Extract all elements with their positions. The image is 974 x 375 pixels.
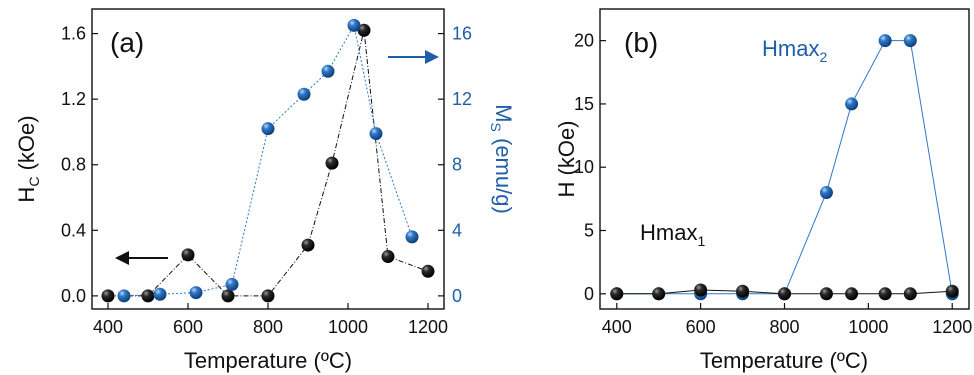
b-point-black <box>845 287 859 301</box>
a-x-tick-label: 1000 <box>328 317 368 337</box>
b-x-tick-label: 600 <box>686 317 716 337</box>
a-point-black <box>301 238 315 252</box>
a-point-black <box>381 250 395 264</box>
b-point-black <box>652 287 666 301</box>
panel-b-label: (b) <box>624 27 658 58</box>
a-point-black <box>421 264 435 278</box>
annotation-hmax2: Hmax2 <box>762 36 827 65</box>
a-left-tick-label: 1.6 <box>61 24 86 44</box>
a-point-blue <box>189 286 203 300</box>
b-y-tick-label: 5 <box>584 221 594 241</box>
b-x-tick-label: 1200 <box>932 317 972 337</box>
a-point-black <box>141 289 155 303</box>
b-x-tick-label: 800 <box>769 317 799 337</box>
b-series-black-line <box>616 289 953 295</box>
a-x-tick-label: 400 <box>93 317 123 337</box>
b-point-black <box>694 283 708 297</box>
b-point-black <box>610 287 624 301</box>
panel-a-left-ylabel: HC (kOe) <box>14 115 42 202</box>
b-y-tick-label: 0 <box>584 284 594 304</box>
panel-a-series-points <box>101 18 435 303</box>
a-point-black <box>101 289 115 303</box>
panel-a-label: (a) <box>110 27 144 58</box>
panel-b-series-lines <box>616 40 953 295</box>
b-x-tick-label: 400 <box>602 317 632 337</box>
b-point-black <box>778 287 791 301</box>
a-point-blue <box>369 127 383 141</box>
b-point-blue <box>845 97 859 111</box>
a-right-tick-label: 8 <box>452 155 462 175</box>
a-point-blue <box>405 230 419 244</box>
b-x-tick-label: 1000 <box>848 317 888 337</box>
panel-a-left-ticks: 0.0 0.4 0.8 1.2 1.6 <box>61 24 98 306</box>
panel-b-ylabel: H (kOe) <box>554 121 579 198</box>
a-point-black <box>357 23 371 37</box>
a-point-blue <box>117 289 131 303</box>
a-point-black <box>261 289 275 303</box>
a-point-black <box>181 248 195 262</box>
a-point-black <box>325 156 339 170</box>
b-point-blue <box>878 34 892 48</box>
a-right-tick-label: 4 <box>452 220 462 240</box>
a-series-blue-line <box>123 23 413 297</box>
b-point-black <box>819 287 833 301</box>
a-point-blue <box>153 287 167 301</box>
a-point-blue <box>321 64 335 78</box>
a-x-tick-label: 1200 <box>408 317 448 337</box>
a-point-blue <box>297 87 311 101</box>
panel-b-series-points <box>610 34 959 301</box>
b-y-tick-label: 15 <box>574 94 594 114</box>
a-x-tick-label: 600 <box>173 317 203 337</box>
b-y-tick-label: 20 <box>574 31 594 51</box>
panel-a-xlabel: Temperature (ºC) <box>184 348 352 373</box>
b-point-blue <box>903 34 917 48</box>
panel-a-right-ylabel: MS (emu/g) <box>488 104 516 214</box>
b-series-blue-line <box>616 40 953 295</box>
a-right-tick-label: 16 <box>452 24 472 44</box>
panel-a-frame <box>91 8 445 310</box>
a-x-tick-label: 800 <box>253 317 283 337</box>
a-point-blue <box>225 277 239 291</box>
b-point-blue <box>819 186 833 200</box>
panel-b: (b) 0 5 10 15 20 400 600 800 1000 1200 Hmax2 Hma… <box>554 8 972 373</box>
a-left-tick-label: 0.4 <box>61 220 86 240</box>
a-right-tick-label: 12 <box>452 89 472 109</box>
b-point-black <box>878 287 892 301</box>
panel-b-xlabel: Temperature (ºC) <box>700 348 868 373</box>
b-point-black <box>736 284 750 298</box>
a-point-blue <box>261 122 275 136</box>
b-point-black <box>903 287 917 301</box>
b-point-black <box>945 284 959 298</box>
a-right-tick-label: 0 <box>452 286 462 306</box>
panel-b-y-ticks: 0 5 10 15 20 <box>574 31 606 304</box>
a-left-tick-label: 1.2 <box>61 89 86 109</box>
panel-a: (a) 0.0 0.4 0.8 1.2 1.6 0 4 8 12 16 400 600 800 100… <box>14 8 516 373</box>
panel-a-x-ticks: 400 600 800 1000 1200 <box>93 303 448 337</box>
a-left-tick-label: 0.0 <box>61 286 86 306</box>
panel-a-series-lines <box>108 23 429 297</box>
a-point-blue <box>347 18 361 32</box>
b-y-tick-label: 10 <box>574 157 594 177</box>
panel-b-x-ticks: 400 600 800 1000 1200 <box>602 303 972 337</box>
a-point-black <box>221 289 235 303</box>
annotation-hmax1: Hmax1 <box>640 220 705 249</box>
panel-a-right-ticks: 0 4 8 12 16 <box>438 24 472 306</box>
a-series-black-line <box>108 30 429 297</box>
a-left-tick-label: 0.8 <box>61 155 86 175</box>
